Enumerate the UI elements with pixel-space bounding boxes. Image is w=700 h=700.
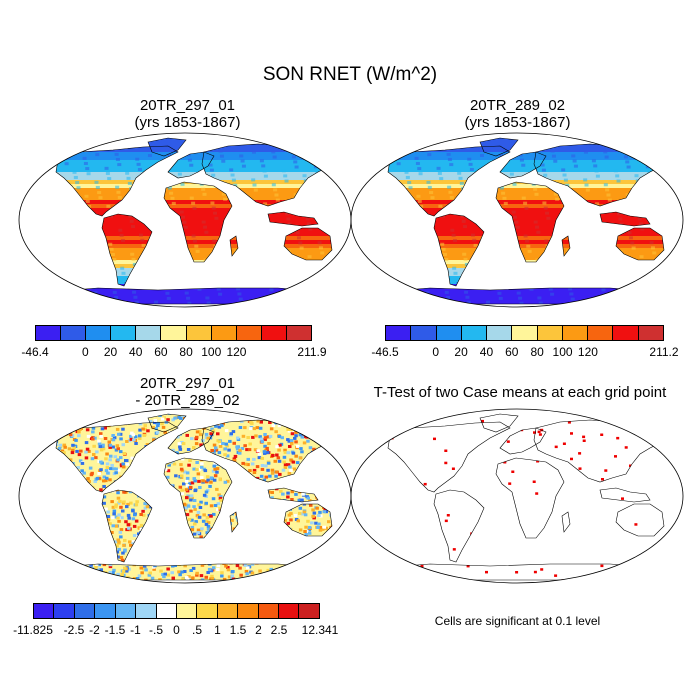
colorbar-1-labels: -46.4 0 20 40 60 80 100 120 211.9: [21, 345, 326, 361]
colorbar-tick-label: -46.5: [371, 345, 399, 359]
colorbar-swatch: [638, 326, 663, 340]
colorbar-swatch: [236, 326, 262, 340]
colorbar-tick-label: 211.9: [297, 345, 327, 359]
colorbar-swatch: [34, 604, 55, 618]
colorbar-swatch: [238, 604, 259, 618]
colorbar-tick-label: 80: [179, 345, 193, 359]
colorbar-tick-label: 60: [505, 345, 519, 359]
colorbar-swatch: [136, 604, 157, 618]
figure-title: SON RNET (W/m^2): [262, 64, 438, 85]
colorbar-tick-label: -.5: [148, 623, 164, 637]
panel-3-title: 20TR_297_01 - 20TR_289_02: [25, 375, 350, 409]
colorbar-tick-label: 20: [103, 345, 118, 359]
colorbar-swatch: [186, 326, 212, 340]
colorbar-1: [35, 325, 312, 341]
colorbar-swatch: [512, 326, 538, 340]
colorbar-swatch: [176, 604, 198, 618]
colorbar-tick-label: 40: [129, 345, 143, 359]
colorbar-tick-label: .5: [191, 623, 203, 637]
panel-1-title-line2: (yrs 1853-1867): [134, 114, 241, 131]
colorbar-tick-label: 100: [552, 345, 573, 359]
colorbar-tick-label: -2.5: [63, 623, 85, 637]
colorbar-tick-label: 40: [479, 345, 494, 359]
colorbar-3-labels: -11.825 -2.5 -2 -1.5 -1 -.5 0 .5 1 1.5 2 2.5 12.341: [13, 623, 338, 639]
colorbar-swatch: [136, 326, 162, 340]
colorbar-swatch: [279, 604, 300, 618]
colorbar-swatch: [261, 326, 287, 340]
map-panel-4: [350, 408, 684, 584]
colorbar-tick-label: -2: [89, 623, 100, 637]
colorbar-2-labels: -46.5 0 20 40 60 80 100 120 211.2: [371, 345, 678, 361]
colorbar-swatch: [487, 326, 513, 340]
colorbar-tick-label: 60: [154, 345, 168, 359]
colorbar-swatch: [258, 604, 280, 618]
colorbar-swatch: [74, 604, 96, 618]
colorbar-tick-label: -1: [130, 623, 141, 637]
panel-1-title: 20TR_297_01 (yrs 1853-1867): [25, 97, 350, 131]
colorbar-tick-label: 12.341: [301, 623, 339, 637]
panel-2-title: 20TR_289_02 (yrs 1853-1867): [355, 97, 680, 131]
colorbar-swatch: [161, 326, 187, 340]
panel-2-title-line2: (yrs 1853-1867): [464, 114, 571, 131]
colorbar-3: [33, 603, 320, 619]
panel-2-title-line1: 20TR_289_02: [469, 97, 566, 114]
colorbar-tick-label: -46.4: [21, 345, 49, 359]
panel-1-title-line1: 20TR_297_01: [139, 97, 236, 114]
colorbar-tick-label: -11.825: [13, 623, 53, 637]
colorbar-swatch: [537, 326, 563, 340]
colorbar-swatch: [217, 604, 239, 618]
colorbar-swatch: [156, 604, 177, 618]
colorbar-swatch: [86, 326, 112, 340]
colorbar-tick-label: 120: [226, 345, 247, 359]
colorbar-swatch: [197, 604, 218, 618]
colorbar-tick-label: 100: [201, 345, 222, 359]
colorbar-swatch: [95, 604, 116, 618]
colorbar-swatch: [436, 326, 462, 340]
map-panel-3: [18, 408, 352, 584]
colorbar-tick-label: 0: [173, 623, 180, 637]
colorbar-swatch: [411, 326, 437, 340]
colorbar-swatch: [286, 326, 312, 340]
significance-note: Cells are significant at 0.1 level: [434, 614, 601, 628]
colorbar-swatch: [54, 604, 75, 618]
map-panel-2: [350, 132, 684, 308]
colorbar-swatch: [588, 326, 614, 340]
panel-3-title-line1: 20TR_297_01: [139, 375, 236, 392]
colorbar-2: [385, 325, 664, 341]
colorbar-swatch: [36, 326, 62, 340]
map-panel-1: [18, 132, 352, 308]
colorbar-swatch: [111, 326, 137, 340]
colorbar-swatch: [386, 326, 412, 340]
colorbar-tick-label: 211.2: [649, 345, 679, 359]
colorbar-tick-label: 120: [577, 345, 598, 359]
colorbar-tick-label: 2.5: [270, 623, 288, 637]
colorbar-tick-label: 0: [82, 345, 89, 359]
colorbar-tick-label: 1.5: [229, 623, 247, 637]
colorbar-swatch: [115, 604, 137, 618]
colorbar-swatch: [299, 604, 319, 618]
colorbar-tick-label: -1.5: [104, 623, 126, 637]
colorbar-tick-label: 1: [214, 623, 221, 637]
panel-4-title: T-Test of two Case means at each grid po…: [373, 384, 667, 401]
colorbar-swatch: [562, 326, 589, 340]
colorbar-tick-label: 20: [454, 345, 468, 359]
colorbar-swatch: [61, 326, 87, 340]
colorbar-tick-label: 0: [432, 345, 440, 359]
colorbar-swatch: [211, 326, 237, 340]
colorbar-swatch: [613, 326, 639, 340]
colorbar-tick-label: 80: [530, 345, 544, 359]
panel-3-title-line2: - 20TR_289_02: [135, 392, 240, 409]
colorbar-swatch: [461, 326, 488, 340]
colorbar-tick-label: 2: [255, 623, 262, 637]
